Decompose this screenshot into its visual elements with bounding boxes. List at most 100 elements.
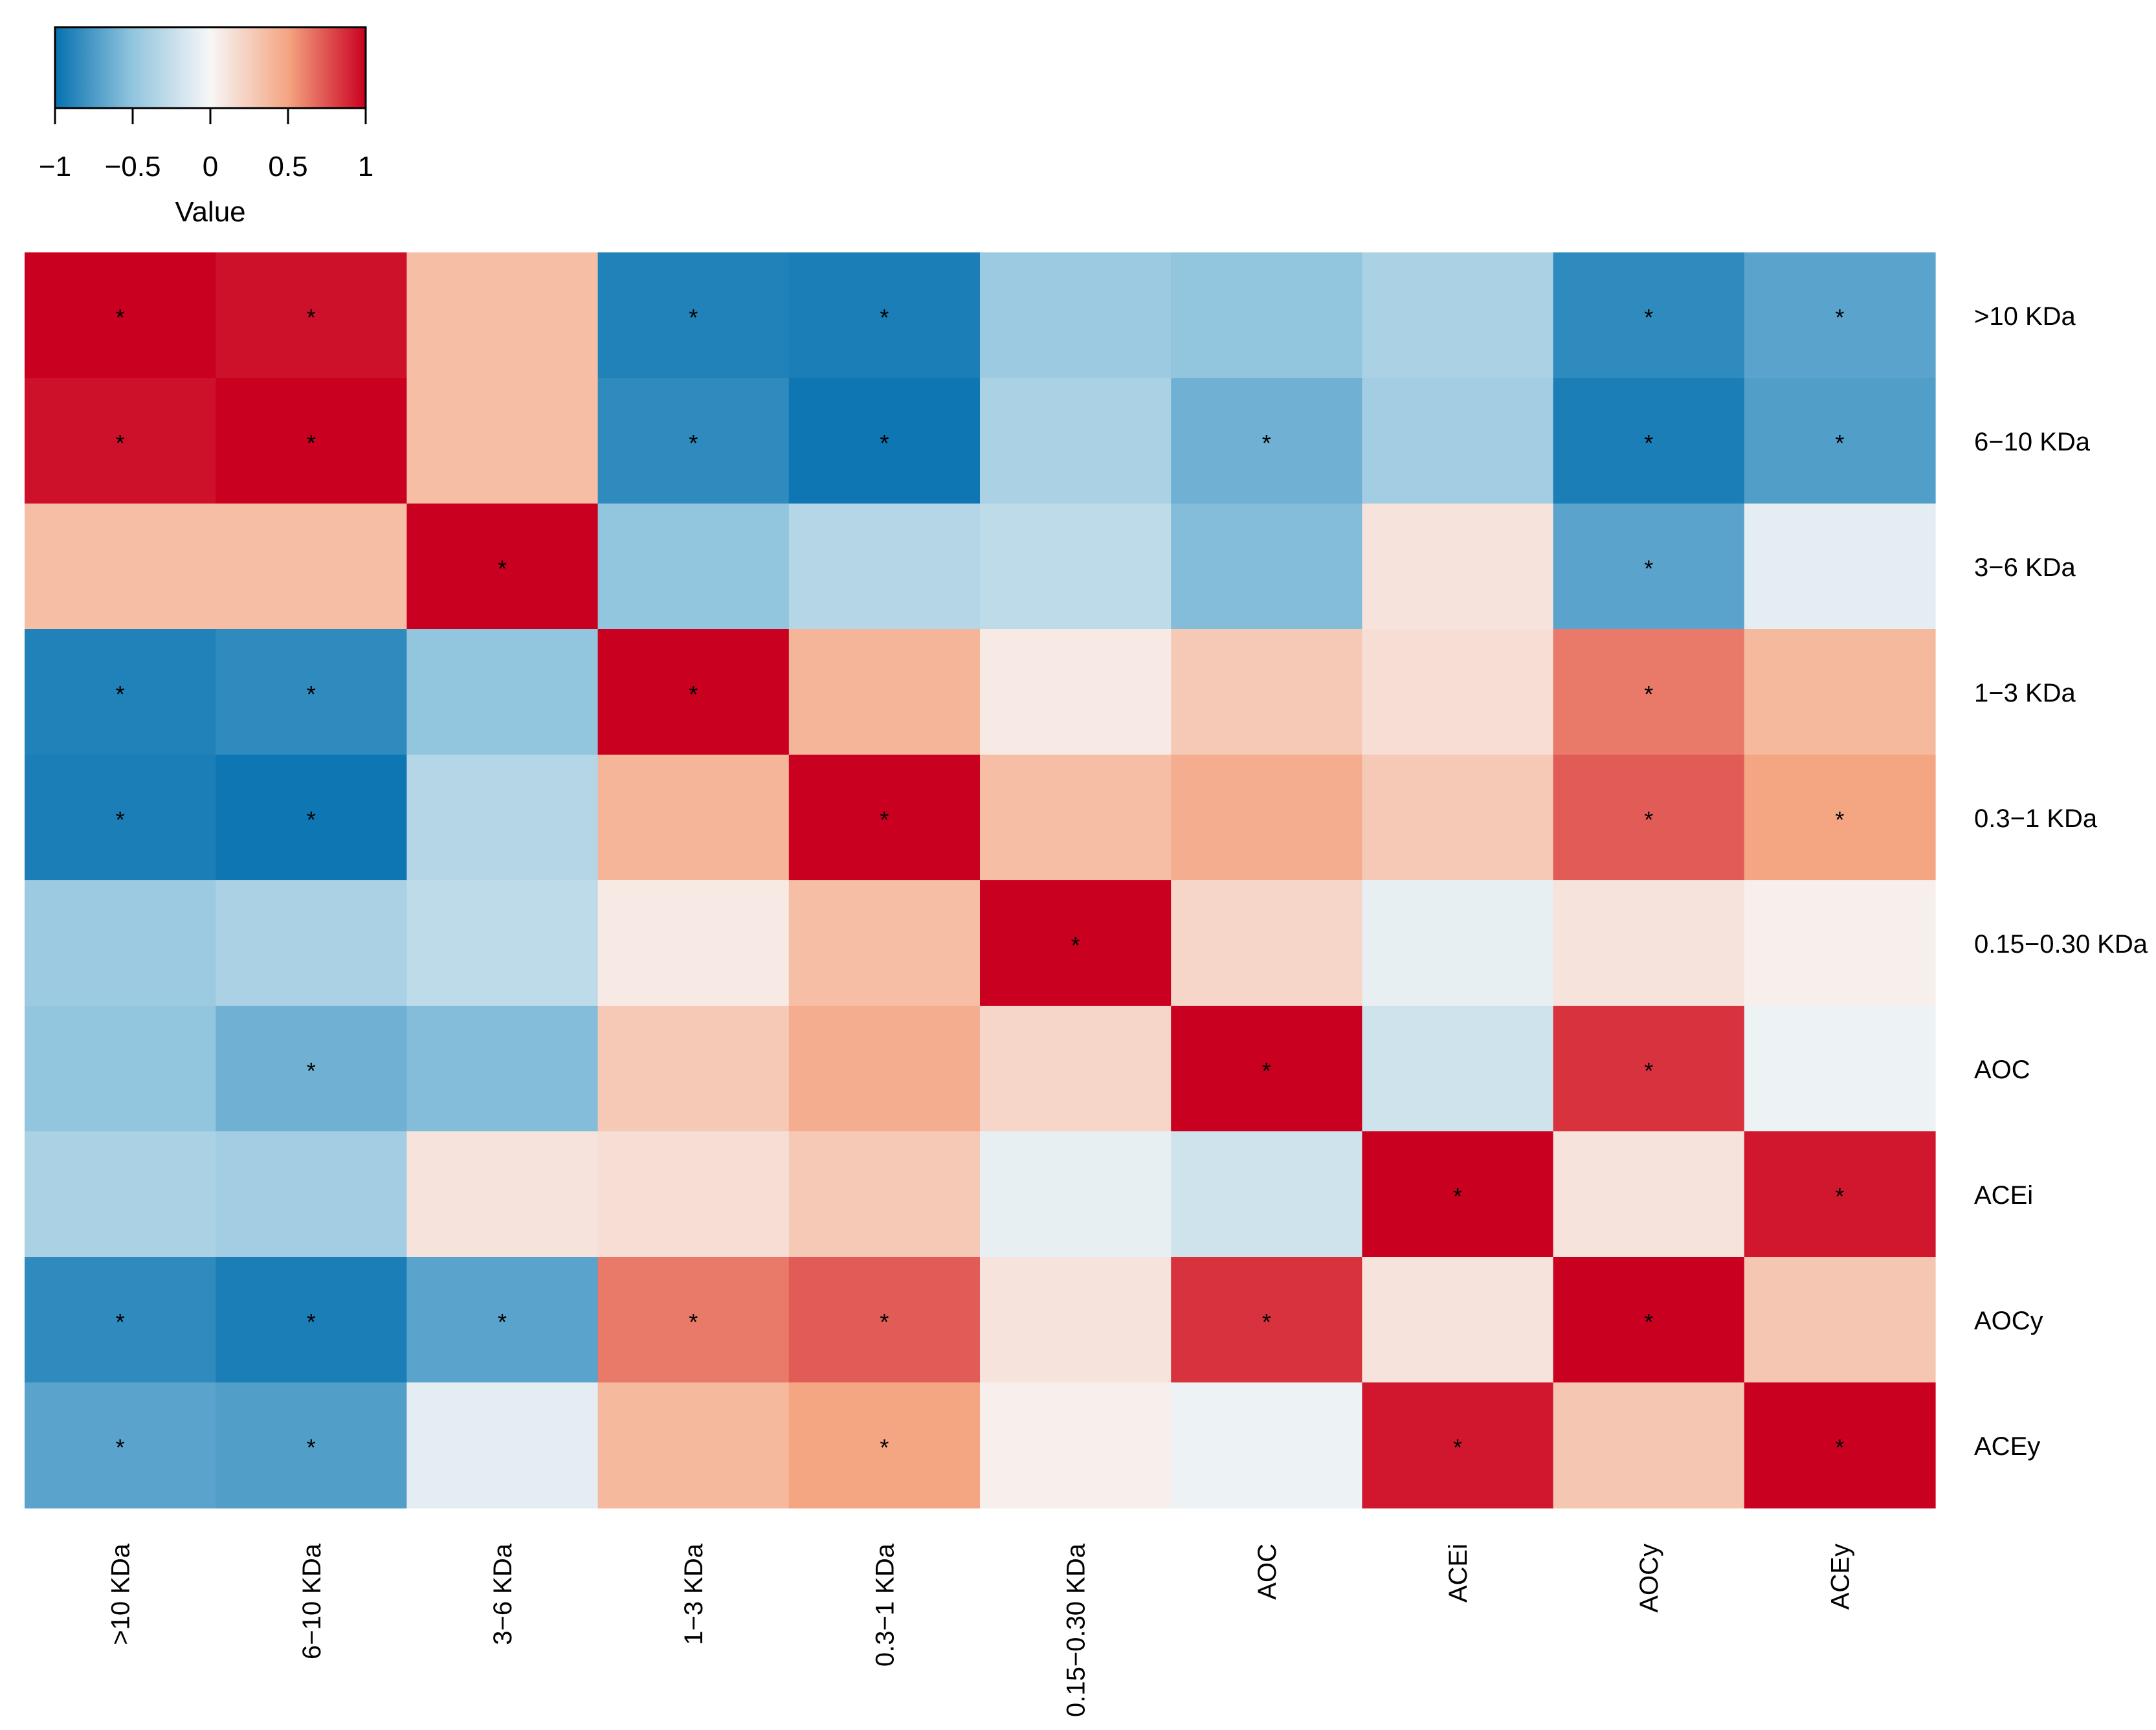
significance-star: *	[1453, 1183, 1462, 1210]
significance-star: *	[1262, 1058, 1271, 1084]
heatmap-cell-r0-c2	[406, 252, 599, 379]
heatmap-cell-r8-c9	[1744, 1257, 1936, 1383]
row-label-acei: ACEi	[1974, 1181, 2033, 1210]
heatmap-cell-r6-c0	[25, 1006, 216, 1132]
heatmap-cell-r0-c7	[1362, 252, 1554, 379]
heatmap-cell-r6-c5	[980, 1006, 1172, 1132]
heatmap-cell-r4-c7	[1362, 755, 1554, 881]
heatmap-cell-r0-c1	[216, 252, 407, 379]
significance-star: *	[689, 304, 698, 331]
heatmap-cell-r8-c2	[406, 1257, 599, 1383]
significance-star: *	[1644, 430, 1653, 456]
row-label-10-kda: >10 KDa	[1974, 302, 2076, 331]
heatmap-cell-r9-c2	[406, 1382, 599, 1509]
heatmap-cell-r8-c8	[1553, 1257, 1745, 1383]
row-label-6-10-kda: 6−10 KDa	[1974, 428, 2091, 456]
significance-star: *	[880, 1434, 889, 1461]
significance-star: *	[1644, 1058, 1653, 1084]
heatmap-cell-r2-c0	[25, 504, 216, 630]
heatmap-cell-r0-c4	[788, 252, 981, 379]
column-label-acei: ACEi	[1444, 1544, 1473, 1602]
heatmap-cell-r1-c1	[216, 378, 407, 504]
significance-star: *	[880, 430, 889, 456]
heatmap-cell-r0-c6	[1171, 252, 1362, 379]
heatmap-cell-r9-c9	[1744, 1382, 1936, 1509]
legend-tick-label: 0	[203, 151, 218, 183]
heatmap-cell-r6-c6	[1171, 1006, 1362, 1132]
heatmap-cell-r9-c3	[597, 1382, 790, 1509]
heatmap-cell-r9-c7	[1362, 1382, 1554, 1509]
significance-star: *	[1262, 1309, 1271, 1335]
significance-star: *	[116, 1309, 125, 1335]
heatmap-cell-r0-c9	[1744, 252, 1936, 379]
heatmap-cell-r8-c5	[980, 1257, 1172, 1383]
heatmap-cell-r7-c9	[1744, 1131, 1936, 1258]
column-labels: >10 KDa 6−10 KDa 3−6 KDa 1−3 KDa 0.3−1 KDa 0.…	[107, 1543, 1855, 1717]
heatmap-cell-r1-c0	[25, 378, 216, 504]
heatmap-cell-r3-c2	[406, 629, 599, 755]
heatmap-cell-r7-c8	[1553, 1131, 1745, 1258]
heatmap-cell-r6-c4	[788, 1006, 981, 1132]
heatmap-cell-r7-c7	[1362, 1131, 1554, 1258]
heatmap-cell-r9-c0	[25, 1382, 216, 1509]
heatmap-cell-r3-c6	[1171, 629, 1362, 755]
significance-star: *	[116, 304, 125, 331]
heatmap-cell-r5-c9	[1744, 880, 1936, 1006]
significance-star: *	[1835, 1434, 1844, 1461]
heatmap-cell-r9-c6	[1171, 1382, 1362, 1509]
legend-tick-label: 0.5	[268, 151, 307, 183]
significance-star: *	[1453, 1434, 1462, 1461]
column-label-10-kda: >10 KDa	[107, 1543, 135, 1645]
column-label-acey: ACEy	[1826, 1544, 1854, 1610]
heatmap-cell-r1-c9	[1744, 378, 1936, 504]
heatmap-cells	[25, 252, 1936, 1509]
heatmap-cell-r0-c8	[1553, 252, 1745, 379]
heatmap-cell-r2-c4	[788, 504, 981, 630]
heatmap-cell-r3-c3	[597, 629, 790, 755]
heatmap-cell-r9-c4	[788, 1382, 981, 1509]
heatmap-cell-r8-c7	[1362, 1257, 1554, 1383]
significance-star: *	[498, 1309, 507, 1335]
significance-star: *	[689, 430, 698, 456]
column-label-3-6-kda: 3−6 KDa	[489, 1543, 517, 1645]
significance-star: *	[1644, 806, 1653, 833]
heatmap-cell-r6-c2	[406, 1006, 599, 1132]
heatmap-cell-r5-c6	[1171, 880, 1362, 1006]
heatmap-cell-r8-c4	[788, 1257, 981, 1383]
significance-star: *	[1835, 806, 1844, 833]
row-label-0-15-0-30-kda: 0.15−0.30 KDa	[1974, 930, 2148, 959]
heatmap-cell-r5-c8	[1553, 880, 1745, 1006]
legend-tick-label: 1	[358, 151, 373, 183]
significance-star: *	[1835, 430, 1844, 456]
heatmap-cell-r8-c3	[597, 1257, 790, 1383]
heatmap-cell-r5-c2	[406, 880, 599, 1006]
heatmap-cell-r2-c5	[980, 504, 1172, 630]
significance-star: *	[689, 1309, 698, 1335]
heatmap-cell-r3-c4	[788, 629, 981, 755]
heatmap-cell-r6-c8	[1553, 1006, 1745, 1132]
heatmap-cell-r9-c1	[216, 1382, 407, 1509]
heatmap-cell-r5-c3	[597, 880, 790, 1006]
heatmap-cell-r7-c6	[1171, 1131, 1362, 1258]
heatmap-cell-r4-c1	[216, 755, 407, 881]
heatmap-cell-r3-c9	[1744, 629, 1936, 755]
heatmap-cell-r4-c0	[25, 755, 216, 881]
heatmap-cell-r4-c6	[1171, 755, 1362, 881]
significance-star: *	[880, 806, 889, 833]
heatmap-cell-r6-c7	[1362, 1006, 1554, 1132]
significance-star: *	[116, 1434, 125, 1461]
heatmap-cell-r3-c7	[1362, 629, 1554, 755]
heatmap-cell-r1-c8	[1553, 378, 1745, 504]
significance-star: *	[880, 304, 889, 331]
significance-star: *	[116, 430, 125, 456]
heatmap-cell-r7-c2	[406, 1131, 599, 1258]
significance-star: *	[307, 806, 316, 833]
heatmap-cell-r1-c7	[1362, 378, 1554, 504]
significance-star: *	[1644, 1309, 1653, 1335]
row-label-0-3-1-kda: 0.3−1 KDa	[1974, 804, 2098, 833]
heatmap-cell-r2-c6	[1171, 504, 1362, 630]
heatmap-cell-r2-c8	[1553, 504, 1745, 630]
column-label-0-3-1-kda: 0.3−1 KDa	[871, 1543, 899, 1667]
heatmap-cell-r4-c9	[1744, 755, 1936, 881]
